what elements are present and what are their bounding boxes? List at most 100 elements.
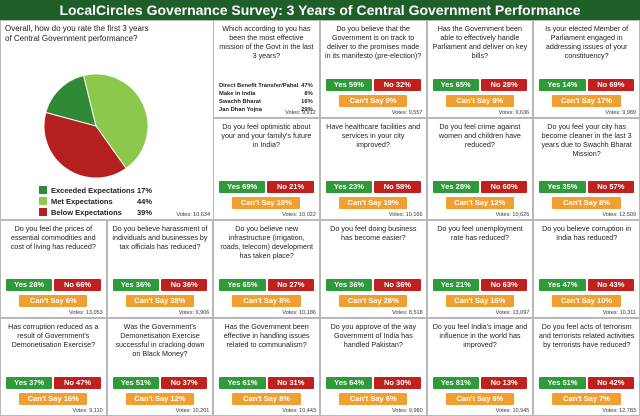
legend-item: Exceeded Expectations 17% (39, 186, 159, 195)
votes: Votes: 10,186 (282, 310, 316, 316)
no-box: No 32% (374, 79, 421, 91)
list-item: Direct Benefit Transfer/Pahal 47% (219, 83, 313, 89)
no-box: No 57% (587, 181, 634, 193)
legend-swatch (39, 186, 47, 194)
question: Do you feel your city has become cleaner… (541, 122, 632, 158)
survey-panel: Was the Government's Demonetisation Exer… (106, 318, 214, 416)
yes-box: Yes 59% (325, 79, 373, 91)
pie-panel: Overall, how do you rate the first 3 yea… (0, 20, 214, 220)
survey-panel: Do you believe new infrastructure (irrig… (213, 220, 320, 318)
pie-slice (82, 73, 149, 170)
question: Do you feel the prices of essential comm… (10, 224, 96, 251)
item-label: Jan Dhan Yojna (219, 107, 262, 113)
votes: Votes: 9,989 (605, 110, 636, 116)
votes: Votes: 12,783 (602, 408, 636, 414)
no-box: No 58% (374, 181, 421, 193)
votes: Votes: 9,906 (178, 310, 210, 316)
item-value: 8% (304, 91, 313, 97)
legend-item: Met Expectations 44% (39, 197, 159, 206)
question: Have healthcare facilities and services … (326, 122, 421, 149)
item-value: 16% (301, 99, 313, 105)
votes: Votes: 9,980 (392, 408, 423, 414)
yes-box: Yes 35% (539, 181, 586, 193)
question: Do you believe that the Government is on… (324, 24, 422, 60)
votes: Votes: 12,509 (602, 212, 636, 218)
survey-panel: Do you feel acts of terrorism and terror… (533, 318, 640, 416)
pie-slice (45, 74, 97, 127)
cant-say-box: Can't Say 7% (552, 393, 621, 405)
legend-label: Exceeded Expectations (51, 186, 135, 195)
no-box: No 66% (54, 279, 101, 291)
list-item: Make in India 8% (219, 91, 313, 97)
no-box: No 63% (480, 279, 528, 291)
cant-say-box: Can't Say 8% (232, 295, 301, 307)
question: Which according to you has been the most… (219, 24, 314, 60)
pie-question: Overall, how do you rate the first 3 yea… (5, 24, 149, 43)
votes: Votes: 13,053 (69, 310, 103, 316)
cant-say-box: Can't Say 9% (445, 95, 514, 107)
votes: Votes: 9,912 (285, 110, 316, 116)
no-box: No 31% (267, 377, 314, 389)
cant-say-box: Can't Say 28% (339, 295, 408, 307)
no-box: No 47% (54, 377, 101, 389)
yes-box: Yes 81% (432, 377, 479, 389)
no-box: No 21% (267, 181, 314, 193)
survey-panel: Do you approve of the way Government of … (320, 318, 427, 416)
yes-box: Yes 61% (219, 377, 266, 389)
yes-box: Yes 28% (432, 181, 479, 193)
yes-box: Yes 36% (326, 279, 373, 291)
cant-say-box: Can't Say 16% (19, 393, 88, 405)
cant-say-box: Can't Say 6% (19, 295, 88, 307)
votes: Votes: 9,110 (72, 408, 103, 414)
yes-box: Yes 65% (219, 279, 266, 291)
legend-swatch (39, 197, 47, 205)
votes: Votes: 10,634 (176, 212, 210, 218)
survey-panel: Do you feel doing business has become ea… (320, 220, 427, 318)
title: LocalCircles Governance Survey: 3 Years … (0, 0, 640, 20)
votes: Votes: 8,518 (392, 310, 423, 316)
cant-say-box: Can't Say 16% (445, 295, 515, 307)
survey-panel: Which according to you has been the most… (213, 20, 320, 118)
question: Do you feel unemployment rate has reduce… (437, 224, 523, 242)
survey-panel: Do you believe harassment of individuals… (106, 220, 214, 318)
cant-say-box: Can't Say 10% (232, 197, 301, 209)
no-box: No 36% (374, 279, 421, 291)
question: Has corruption reduced as a result of Go… (8, 322, 99, 349)
yes-box: Yes 14% (539, 79, 586, 91)
survey-panel: Do you feel unemployment rate has reduce… (426, 220, 534, 318)
question: Do you approve of the way Government of … (330, 322, 417, 349)
yes-box: Yes 21% (432, 279, 479, 291)
survey-panel: Is your elected Member of Parliament eng… (533, 20, 640, 118)
question: Do you believe new infrastructure (irrig… (220, 224, 313, 260)
question: Do you feel optimistic about your and yo… (221, 122, 312, 149)
legend-value: 17% (137, 186, 153, 195)
question: Has the Government been able to effectiv… (432, 24, 528, 60)
question: Do you believe harassment of individuals… (112, 224, 208, 251)
yes-box: Yes 36% (112, 279, 159, 291)
no-box: No 69% (587, 79, 634, 91)
list-item: Jan Dhan Yojna 29% (219, 107, 313, 113)
votes: Votes: 10,201 (175, 408, 210, 414)
question: Do you feel crime against women and chil… (438, 122, 521, 149)
no-box: No 13% (480, 377, 528, 389)
no-box: No 27% (267, 279, 314, 291)
votes: Votes: 10,626 (495, 212, 530, 218)
cant-say-box: Can't Say 8% (552, 197, 621, 209)
votes: Votes: 10,022 (282, 212, 316, 218)
cant-say-box: Can't Say 10% (552, 295, 621, 307)
item-label: Direct Benefit Transfer/Pahal (219, 83, 299, 89)
votes: Votes: 13,097 (495, 310, 530, 316)
survey-panel: Have healthcare facilities and services … (319, 118, 427, 220)
survey-panel: Has corruption reduced as a result of Go… (0, 318, 107, 416)
survey-panel: Do you feel your city has become cleaner… (533, 118, 640, 220)
no-box: No 30% (374, 377, 421, 389)
no-box: No 42% (587, 377, 634, 389)
cant-say-box: Can't Say 8% (232, 393, 301, 405)
question: Do you feel doing business has become ea… (330, 224, 417, 242)
cant-say-box: Can't Say 28% (125, 295, 195, 307)
yes-box: Yes 51% (112, 377, 159, 389)
survey-panel: Do you believe that the Government is on… (319, 20, 427, 118)
cant-say-box: Can't Say 9% (338, 95, 408, 107)
question: Do you feel India's image and influence … (432, 322, 528, 349)
legend-value: 39% (137, 208, 153, 217)
